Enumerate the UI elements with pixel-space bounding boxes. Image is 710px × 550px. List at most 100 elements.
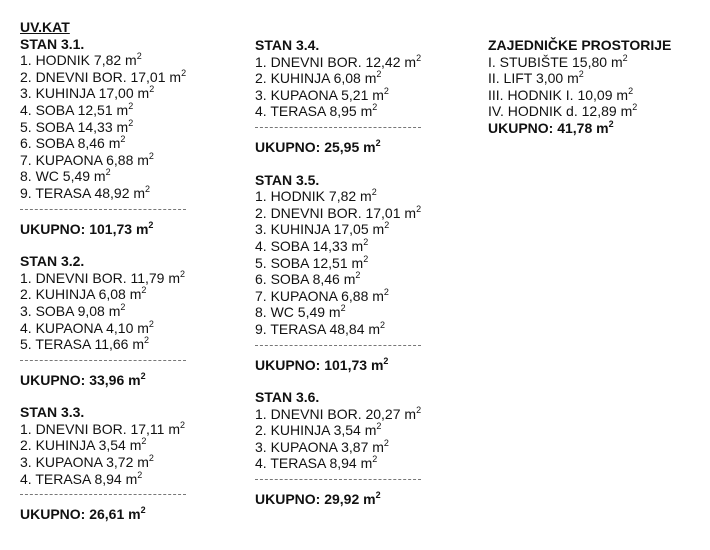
unit-label: m: [125, 470, 138, 487]
unit-label: m: [610, 53, 623, 70]
room-item: 1. HODNIK 7,82 m2: [255, 188, 421, 205]
unit-label: m: [168, 420, 181, 437]
unit-exponent: 2: [120, 301, 126, 312]
section-heading: ZAJEDNIČKE PROSTORIJE: [488, 37, 672, 53]
room-item: 2. KUHINJA 6,08 m2: [255, 70, 421, 87]
room-text: 6. SOBA 8,46: [20, 135, 105, 152]
total-row: UKUPNO: 33,96 m2: [20, 371, 186, 389]
unit-label: m: [364, 70, 377, 87]
unit: m2: [124, 506, 145, 523]
unit: m2: [596, 119, 613, 136]
unit-exponent: 2: [137, 469, 143, 480]
unit-exponent: 2: [105, 167, 111, 178]
unit-label: m: [363, 138, 376, 155]
unit-exponent: 2: [383, 437, 389, 448]
unit: m2: [348, 253, 369, 271]
room-text: 7. KUPAONA 6,88: [255, 287, 369, 304]
unit: m2: [401, 405, 421, 422]
room-item: 7. KUPAONA 6,88 m2: [20, 151, 186, 169]
unit: m2: [617, 103, 638, 120]
spacer: [255, 156, 421, 172]
room-text: 3. SOBA 9,08: [20, 302, 105, 319]
room-item: II. LIFT 3,00 m2: [488, 70, 671, 87]
unit-label: m: [351, 254, 364, 271]
unit-exponent: 2: [363, 253, 369, 264]
unit-exponent: 2: [148, 453, 154, 464]
room-item: 3. KUPAONA 3,72 m2: [20, 454, 186, 471]
unit: m2: [122, 469, 143, 487]
unit: m2: [105, 135, 126, 152]
room-item: 6. SOBA 8,46 m2: [255, 271, 421, 288]
room-item: 2. KUHINJA 6,08 m2: [20, 286, 186, 303]
unit: m2: [359, 138, 380, 155]
unit-exponent: 2: [622, 52, 628, 63]
room-item: 2. DNEVNI BOR. 17,01 m2: [20, 67, 187, 86]
unit-exponent: 2: [380, 319, 386, 330]
unit: m2: [325, 304, 346, 321]
room-item: 2. KUHINJA 3,54 m2: [20, 437, 186, 454]
room-text: 5. SOBA 12,51: [255, 254, 348, 271]
room-item: 5. SOBA 12,51 m2: [255, 253, 421, 272]
room-text: 2. DNEVNI BOR. 17,01: [20, 68, 166, 85]
room-item: 5. TERASA 11,66 m2: [20, 336, 186, 353]
unit: m2: [113, 118, 134, 135]
unit-label: m: [360, 188, 372, 205]
total-row: UKUPNO: 41,78 m2: [488, 119, 671, 137]
section-heading: STAN 3.2.: [20, 253, 85, 270]
unit-label: m: [93, 168, 106, 185]
total-text: UKUPNO: 29,92: [255, 491, 360, 508]
unit-label: m: [596, 119, 609, 136]
room-text: III. HODNIK I. 10,09: [488, 86, 613, 103]
unit-exponent: 2: [149, 84, 155, 95]
unit-label: m: [372, 438, 384, 455]
total-row: UKUPNO: 101,73 m2: [255, 355, 421, 374]
unit: m2: [90, 167, 111, 185]
unit: m2: [401, 53, 421, 70]
unit-label: m: [360, 455, 373, 472]
unit-label: m: [616, 86, 629, 103]
unit-exponent: 2: [148, 318, 154, 329]
room-item: 1. DNEVNI BOR. 11,79 m2: [20, 269, 186, 287]
unit-label: m: [363, 491, 376, 508]
unit: m2: [367, 355, 389, 373]
room-text: 9. TERASA 48,84: [255, 320, 365, 337]
unit-exponent: 2: [383, 355, 389, 366]
room-text: 4. SOBA 12,51: [20, 101, 113, 118]
room-text: 7. KUPAONA 6,88: [20, 151, 134, 168]
room-item: 4. TERASA 8,95 m2: [255, 103, 421, 120]
total-row: UKUPNO: 26,61 m2: [20, 506, 186, 523]
room-text: 5. TERASA 11,66: [20, 336, 129, 353]
unit: m2: [357, 455, 378, 472]
unit-exponent: 2: [375, 490, 381, 501]
unit: m2: [133, 151, 154, 168]
unit: m2: [124, 371, 145, 388]
unit-label: m: [351, 237, 364, 254]
unit-label: m: [370, 356, 384, 373]
unit-exponent: 2: [372, 102, 378, 113]
divider: [20, 494, 187, 496]
room-item: 9. TERASA 48,92 m2: [20, 184, 186, 202]
unit-label: m: [128, 371, 141, 388]
unit-label: m: [116, 101, 129, 118]
room-text: 5. SOBA 14,33: [20, 118, 113, 135]
room-text: 1. DNEVNI BOR. 17,11: [20, 420, 165, 437]
room-item: 1. DNEVNI BOR. 20,27 m2: [255, 405, 421, 423]
unit-exponent: 2: [136, 51, 142, 62]
unit: m2: [613, 86, 633, 103]
room-text: 1. HODNIK 7,82: [20, 52, 122, 69]
room-item: I. STUBIŠTE 15,80 m2: [488, 52, 671, 71]
section-heading: STAN 3.4.: [255, 37, 320, 53]
room-item: III. HODNIK I. 10,09 m2: [488, 86, 671, 104]
unit: m2: [134, 84, 155, 102]
room-item: 2. KUHINJA 3,54 m2: [255, 422, 421, 439]
divider: [255, 479, 422, 481]
unit-label: m: [620, 103, 633, 120]
unit-label: m: [108, 302, 121, 319]
unit-exponent: 2: [181, 67, 187, 78]
unit-exponent: 2: [141, 436, 147, 447]
total-text: UKUPNO: 41,78: [488, 119, 597, 136]
unit: m2: [357, 102, 378, 120]
unit: m2: [105, 301, 126, 319]
unit-label: m: [360, 103, 373, 120]
unit: m2: [368, 437, 389, 455]
